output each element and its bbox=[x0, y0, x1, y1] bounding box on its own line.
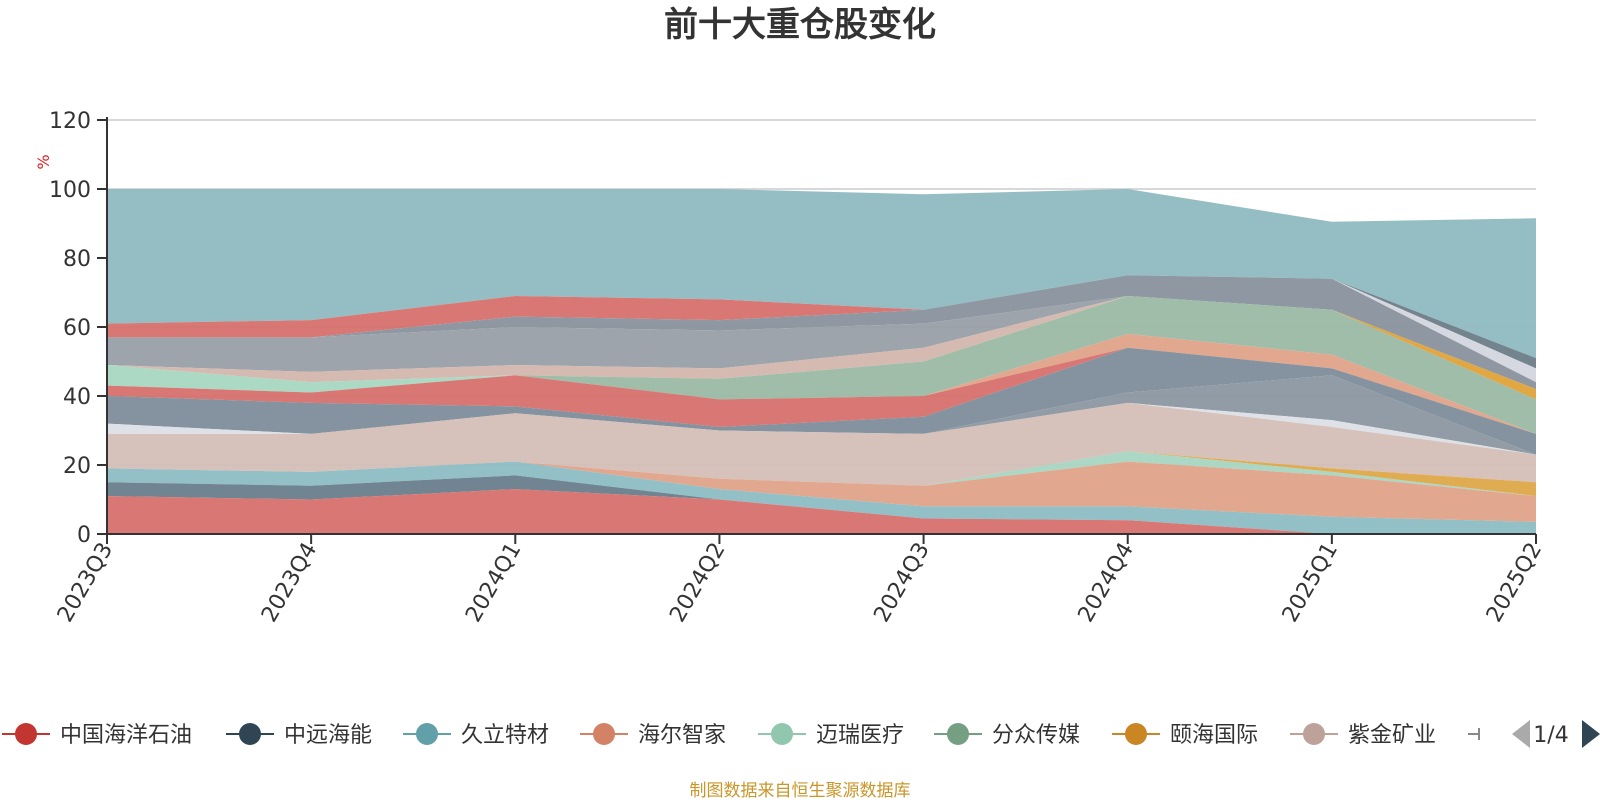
legend-item[interactable]: 紫金矿业 bbox=[1290, 723, 1436, 748]
y-tick-label: 60 bbox=[63, 316, 91, 341]
area-band-14 bbox=[107, 347, 1536, 455]
legend-marker bbox=[239, 723, 261, 745]
legend-item[interactable]: 中国海洋石油 bbox=[2, 723, 192, 748]
legend-label: 颐海国际 bbox=[1170, 723, 1258, 748]
area-band-23 bbox=[107, 489, 1536, 534]
legend-item[interactable]: 颐海国际 bbox=[1112, 723, 1258, 748]
data-source-note: 制图数据来自恒生聚源数据库 bbox=[690, 781, 911, 800]
legend: 中国海洋石油 中远海能 久立特材 海尔智家 迈瑞医疗 分众传媒 颐海国际 紫金矿业 1/4 bbox=[2, 720, 1600, 748]
area-band-21 bbox=[107, 461, 1536, 534]
y-tick-label: 80 bbox=[63, 247, 91, 272]
x-tick-label: 2025Q1 bbox=[1278, 539, 1343, 627]
legend-label: 久立特材 bbox=[461, 723, 549, 748]
legend-item[interactable]: 分众传媒 bbox=[934, 723, 1080, 748]
legend-item[interactable]: 中远海能 bbox=[226, 723, 372, 748]
legend-label: 紫金矿业 bbox=[1348, 723, 1436, 748]
legend-label: 海尔智家 bbox=[638, 723, 726, 748]
area-band-0 bbox=[107, 189, 1536, 359]
legend-marker bbox=[947, 723, 969, 745]
area-band-4 bbox=[107, 275, 1536, 390]
legend-item[interactable]: 海尔智家 bbox=[580, 723, 726, 748]
area-band-12 bbox=[107, 347, 1536, 434]
area-band-10 bbox=[107, 333, 1536, 434]
legend-label: 分众传媒 bbox=[992, 723, 1080, 748]
legend-marker bbox=[416, 723, 438, 745]
legend-marker bbox=[15, 723, 37, 745]
area-band-9 bbox=[107, 296, 1536, 434]
area-band-20 bbox=[107, 461, 1536, 522]
y-tick-label: 20 bbox=[63, 454, 91, 479]
x-tick-label: 2024Q1 bbox=[461, 539, 526, 627]
x-tick-label: 2023Q4 bbox=[257, 539, 322, 627]
legend-page-indicator: 1/4 bbox=[1533, 723, 1568, 748]
area-band-22 bbox=[107, 475, 1536, 534]
legend-marker bbox=[1125, 723, 1147, 745]
x-tick-label: 2024Q4 bbox=[1074, 539, 1139, 627]
legend-label: 中远海能 bbox=[284, 723, 372, 748]
area-band-17 bbox=[107, 402, 1536, 486]
area-band-5 bbox=[107, 296, 1536, 390]
x-tick-label: 2023Q3 bbox=[53, 539, 118, 627]
area-band-15 bbox=[107, 375, 1536, 455]
y-tick-label: 120 bbox=[49, 109, 91, 134]
legend-item[interactable]: 迈瑞医疗 bbox=[758, 723, 904, 748]
legend-label: 中国海洋石油 bbox=[60, 723, 192, 748]
area-bands bbox=[107, 189, 1536, 534]
chart-title: 前十大重仓股变化 bbox=[664, 5, 936, 45]
legend-prev-icon[interactable] bbox=[1512, 720, 1530, 748]
legend-next-icon[interactable] bbox=[1582, 720, 1600, 748]
legend-marker bbox=[593, 723, 615, 745]
legend-marker bbox=[1303, 723, 1325, 745]
y-axis-unit: % bbox=[34, 154, 53, 169]
x-tick-label: 2024Q3 bbox=[869, 539, 934, 627]
y-tick-label: 100 bbox=[49, 178, 91, 203]
legend-marker bbox=[771, 723, 793, 745]
area-band-19 bbox=[107, 451, 1536, 497]
x-tick-label: 2025Q2 bbox=[1482, 539, 1547, 627]
legend-item[interactable]: 久立特材 bbox=[403, 723, 549, 748]
y-tick-label: 40 bbox=[63, 385, 91, 410]
legend-label: 迈瑞医疗 bbox=[816, 723, 904, 748]
area-band-3 bbox=[107, 275, 1536, 383]
y-tick-label: 0 bbox=[77, 523, 91, 548]
x-tick-label: 2024Q2 bbox=[665, 539, 730, 627]
